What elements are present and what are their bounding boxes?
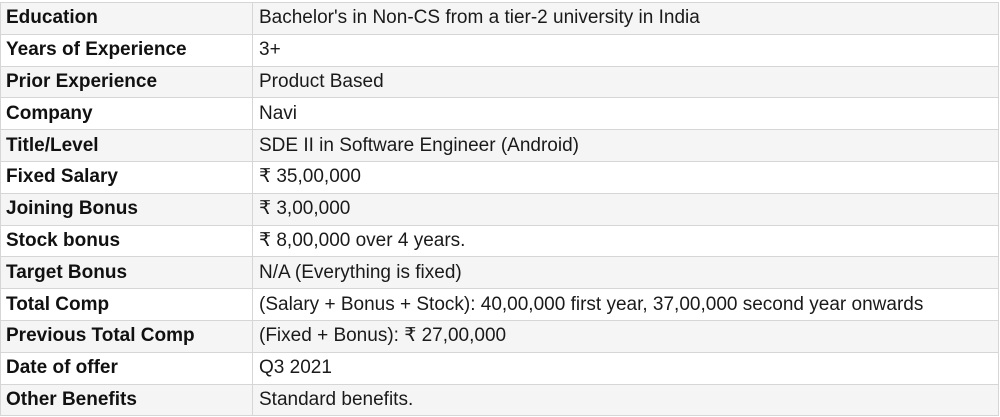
table-row-fixed-salary: Fixed Salary ₹ 35,00,000 (0, 160, 999, 194)
row-label: Stock bonus (0, 224, 253, 258)
table-row-other-benefits: Other Benefits Standard benefits. (0, 383, 999, 417)
table-row-company: Company Navi (0, 97, 999, 131)
row-value: Standard benefits. (252, 383, 999, 417)
row-value: Q3 2021 (252, 351, 999, 385)
table-row-date-of-offer: Date of offer Q3 2021 (0, 351, 999, 385)
table-row-education: Education Bachelor's in Non-CS from a ti… (0, 2, 999, 35)
row-value: Product Based (252, 65, 999, 99)
table-row-joining-bonus: Joining Bonus ₹ 3,00,000 (0, 192, 999, 226)
row-value: (Fixed + Bonus): ₹ 27,00,000 (252, 319, 999, 353)
row-label: Years of Experience (0, 33, 253, 67)
row-label: Fixed Salary (0, 160, 253, 194)
row-label: Target Bonus (0, 256, 253, 290)
row-value: ₹ 35,00,000 (252, 160, 999, 194)
row-value: ₹ 3,00,000 (252, 192, 999, 226)
row-label: Company (0, 97, 253, 131)
table-row-title-level: Title/Level SDE II in Software Engineer … (0, 129, 999, 162)
row-value: (Salary + Bonus + Stock): 40,00,000 firs… (252, 288, 999, 321)
row-label: Education (0, 2, 253, 35)
table-row-years-of-experience: Years of Experience 3+ (0, 33, 999, 67)
table-row-total-comp: Total Comp (Salary + Bonus + Stock): 40,… (0, 288, 999, 321)
table-row-previous-total-comp: Previous Total Comp (Fixed + Bonus): ₹ 2… (0, 319, 999, 353)
row-value: 3+ (252, 33, 999, 67)
row-value: SDE II in Software Engineer (Android) (252, 129, 999, 162)
row-label: Joining Bonus (0, 192, 253, 226)
row-value: Navi (252, 97, 999, 131)
row-label: Total Comp (0, 288, 253, 321)
row-label: Previous Total Comp (0, 319, 253, 353)
row-label: Prior Experience (0, 65, 253, 99)
row-label: Title/Level (0, 129, 253, 162)
table-row-prior-experience: Prior Experience Product Based (0, 65, 999, 99)
row-label: Date of offer (0, 351, 253, 385)
table-row-target-bonus: Target Bonus N/A (Everything is fixed) (0, 256, 999, 290)
row-value: ₹ 8,00,000 over 4 years. (252, 224, 999, 258)
row-value: N/A (Everything is fixed) (252, 256, 999, 290)
table-row-stock-bonus: Stock bonus ₹ 8,00,000 over 4 years. (0, 224, 999, 258)
row-value: Bachelor's in Non-CS from a tier-2 unive… (252, 2, 999, 35)
row-label: Other Benefits (0, 383, 253, 417)
